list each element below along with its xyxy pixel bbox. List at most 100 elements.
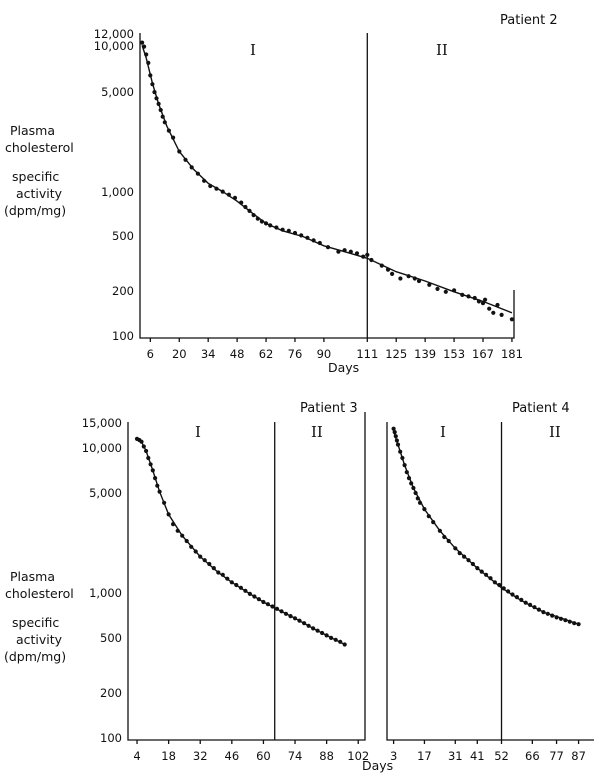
patient-3-data-point — [225, 576, 230, 581]
patient-4-data-point — [462, 554, 467, 559]
patient-3-data-point — [166, 512, 171, 517]
patient-3-data-point — [180, 533, 185, 538]
patient-2-data-point — [177, 149, 182, 154]
patient-4-data-point — [554, 615, 559, 620]
patient-2-data-point — [398, 276, 403, 281]
patient-3-data-point — [247, 591, 252, 597]
patient-4-data-point — [506, 589, 511, 594]
patient-3-y-tick-labels: 15,000 10,000 5,000 1,000 500 200 100 — [82, 416, 122, 745]
patient-3-data-point — [243, 588, 248, 593]
patient-4-data-point — [523, 600, 528, 605]
patient-3-data-point — [238, 585, 243, 590]
patient-2-phase-two-label: II — [436, 41, 448, 59]
patient-3-data-point — [211, 566, 216, 571]
patient-2-x-tick-label: 111 — [356, 347, 378, 361]
patient-3-fitted-curve — [136, 438, 346, 646]
patient-3-data-point — [315, 628, 320, 633]
patient-2-data-point — [202, 178, 207, 183]
patient-4-data-point — [395, 442, 401, 447]
patient-2-data-point — [268, 223, 273, 228]
patient-2-x-axis-label: Days — [328, 360, 359, 375]
patient-2-data-point — [406, 274, 411, 279]
patient-2-y-tick-12000: 12,000 — [94, 27, 134, 41]
patient-2-data-point — [146, 60, 151, 65]
patient-2-data-point — [280, 227, 285, 232]
patient-3-chart: Patient 3 I II Plasma cholesterol specif… — [4, 401, 366, 745]
patient-3-marks: 4 18 32 46 60 74 88 102 — [133, 422, 369, 763]
patient-3-data-point — [144, 448, 149, 454]
patient-4-data-point — [426, 514, 431, 519]
patient-4-data-point — [545, 611, 550, 616]
patient-3-phase-two-label: II — [311, 423, 323, 441]
patient-4-data-point — [398, 449, 403, 454]
patient-2-x-tick-label: 48 — [230, 347, 245, 361]
patient-3-data-point — [146, 455, 151, 461]
patient-3-data-point — [329, 635, 334, 641]
patient-2-fitted-curve — [141, 45, 513, 314]
patient-3-data-point — [292, 616, 298, 621]
patient-2-data-point — [247, 208, 252, 213]
patient-4-data-point — [402, 463, 407, 468]
y-label-line-2: cholesterol — [5, 586, 74, 601]
patient-2-y-tick-100: 100 — [112, 329, 134, 343]
patient-3-data-point — [193, 549, 198, 554]
patient-4-data-point — [393, 434, 398, 439]
patient-4-data-point — [528, 602, 533, 608]
patient-2-data-point — [214, 186, 219, 191]
patient-2-data-point — [460, 292, 465, 297]
patient-2-phase-one-label: I — [250, 41, 256, 59]
patient-4-data-point — [479, 569, 484, 574]
patient-4-data-point — [392, 430, 397, 435]
patient-3-data-point — [333, 637, 338, 642]
y-label-line-3: specific — [12, 169, 59, 184]
patient-2-data-point — [466, 294, 471, 299]
patient-4-data-point — [510, 592, 515, 597]
patient-4-phase-two-label: II — [549, 423, 561, 441]
patient-4-data-point — [501, 586, 506, 591]
patient-3-x-tick-label: 32 — [193, 749, 208, 763]
patient-2-x-tick-label: 153 — [443, 347, 465, 361]
patient-2-data-point — [452, 288, 457, 293]
patient-4-chart: Patient 4 I II Days — [362, 401, 594, 773]
patient-2-data-point — [195, 171, 200, 176]
patient-2-data-point — [220, 189, 225, 194]
patient-2-data-point — [390, 271, 395, 276]
patient-2-data-point — [226, 192, 231, 197]
patient-4-data-point — [404, 470, 409, 475]
patient-2-data-point — [140, 40, 145, 45]
patient-4-data-point — [415, 496, 420, 501]
patient-3-data-point — [288, 614, 293, 619]
patient-3-y-tick-1000: 1,000 — [89, 586, 122, 600]
patient-3-data-point — [216, 570, 221, 575]
patient-2-data-point — [354, 251, 360, 256]
patient-3-data-point — [157, 489, 162, 494]
patient-4-data-point — [567, 619, 572, 624]
patient-4-data-point — [457, 551, 462, 556]
y-label-line-1: Plasma — [10, 569, 55, 584]
patient-2-title: Patient 2 — [500, 13, 558, 28]
patient-4-data-point — [437, 528, 442, 533]
patient-3-data-point — [198, 554, 203, 559]
bottom-x-axis-label: Days — [362, 758, 393, 773]
patient-3-data-point — [175, 528, 180, 533]
patient-3-title: Patient 3 — [300, 401, 358, 416]
patient-3-y-tick-100: 100 — [100, 731, 122, 745]
patient-2-data-point — [148, 73, 153, 78]
patient-2-data-point — [336, 249, 341, 254]
patient-4-x-tick-label: 87 — [571, 749, 586, 763]
patient-3-data-point — [162, 500, 167, 505]
patient-2-data-point — [305, 235, 310, 240]
patient-4-data-point — [532, 605, 537, 610]
patient-4-data-point — [442, 534, 447, 540]
patient-3-data-point — [256, 597, 261, 602]
patient-4-data-point — [484, 572, 489, 577]
patient-4-x-tick-label: 52 — [494, 749, 509, 763]
patient-3-data-point — [184, 538, 189, 544]
patient-2-data-point — [509, 317, 514, 322]
patient-2-data-point — [232, 195, 238, 200]
y-label-line-1: Plasma — [10, 123, 55, 138]
patient-4-data-point — [572, 621, 577, 626]
patient-2-data-point — [251, 213, 256, 218]
patient-2-data-point — [166, 128, 171, 133]
